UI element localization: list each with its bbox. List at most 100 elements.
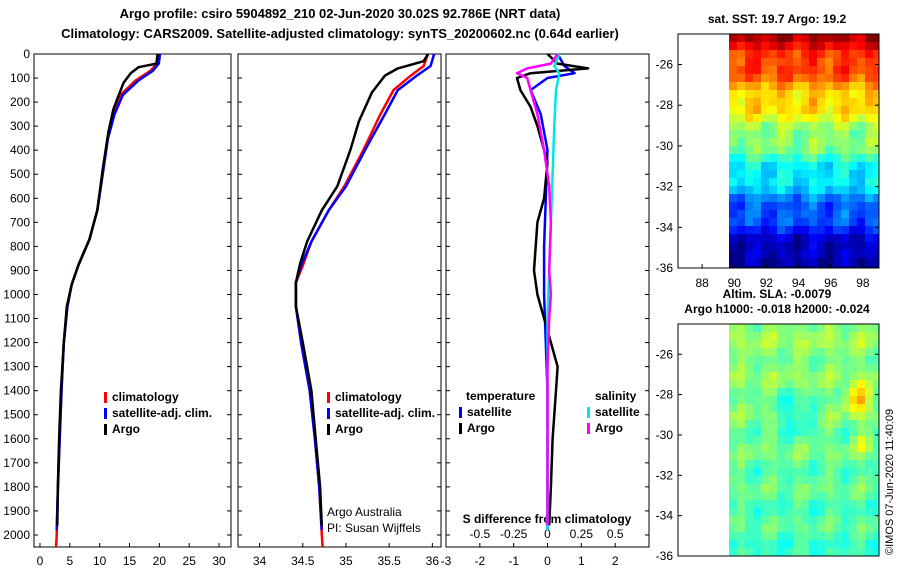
map-cell: [865, 162, 873, 170]
map-cell: [825, 162, 833, 170]
map-cell: [809, 420, 817, 428]
map-cell: [785, 404, 793, 412]
map-x-tick-label: 88: [695, 276, 709, 290]
map-cell: [801, 372, 809, 380]
map-cell: [801, 428, 809, 436]
map-cell: [857, 540, 865, 548]
map-cell: [849, 524, 857, 532]
map-cell: [729, 540, 737, 548]
map-cell: [769, 444, 777, 452]
legend-swatch: [587, 423, 590, 434]
map-cell: [825, 428, 833, 436]
map-cell: [745, 114, 753, 122]
map-cell: [825, 242, 833, 250]
map-cell: [857, 154, 865, 162]
map-cell: [761, 186, 769, 194]
map-cell: [865, 532, 873, 540]
map-cell: [825, 50, 833, 58]
map-cell: [817, 258, 825, 266]
map-cell: [833, 508, 841, 516]
map-cell: [857, 492, 865, 500]
map-cell: [769, 74, 777, 82]
map-cell: [769, 500, 777, 508]
map-cell: [729, 484, 737, 492]
map-cell: [769, 468, 777, 476]
map-cell: [817, 388, 825, 396]
map-cell: [785, 532, 793, 540]
map-cell: [769, 234, 777, 242]
map-cell: [753, 258, 761, 266]
map-cell: [769, 516, 777, 524]
map-cell: [753, 58, 761, 66]
map-cell: [825, 388, 833, 396]
map-cell: [761, 332, 769, 340]
map-cell: [761, 436, 769, 444]
map-cell: [777, 364, 785, 372]
map-cell: [753, 114, 761, 122]
map-cell: [849, 218, 857, 226]
map-cell: [833, 420, 841, 428]
map-cell: [777, 58, 785, 66]
map-cell: [817, 540, 825, 548]
map-cell: [793, 380, 801, 388]
map-cell: [825, 106, 833, 114]
map-cell: [753, 74, 761, 82]
map-cell: [849, 266, 857, 268]
map-cell: [817, 210, 825, 218]
map-cell: [729, 266, 737, 268]
map-cell: [745, 516, 753, 524]
map-cell: [817, 106, 825, 114]
map-cell: [737, 202, 745, 210]
map-cell: [825, 186, 833, 194]
map-cell: [777, 468, 785, 476]
map-cell: [769, 404, 777, 412]
map-cell: [769, 58, 777, 66]
map-cell: [801, 460, 809, 468]
map-cell: [817, 130, 825, 138]
map-cell: [737, 388, 745, 396]
map-cell: [769, 492, 777, 500]
map-cell: [761, 380, 769, 388]
map-cell: [841, 58, 849, 66]
map-cell: [849, 170, 857, 178]
map-cell: [761, 372, 769, 380]
map-cell: [785, 516, 793, 524]
map-cell: [857, 98, 865, 106]
map-cell: [793, 258, 801, 266]
map-cell: [745, 324, 753, 332]
salinity-tick-label: -0.5: [469, 527, 490, 541]
map-cell: [777, 66, 785, 74]
map-cell: [865, 420, 873, 428]
map-cell: [785, 234, 793, 242]
x-tick-label: 15: [123, 554, 137, 568]
map-cell: [777, 122, 785, 130]
map-cell: [857, 114, 865, 122]
map-y-tick-label: -28: [656, 98, 674, 112]
map-cell: [857, 348, 865, 356]
map-cell: [825, 154, 833, 162]
map-cell: [857, 130, 865, 138]
map-cell: [737, 340, 745, 348]
map-cell: [761, 404, 769, 412]
map-cell: [833, 532, 841, 540]
x-tick-label: 10: [93, 554, 107, 568]
map-cell: [833, 130, 841, 138]
map-cell: [857, 436, 865, 444]
map-cell: [793, 226, 801, 234]
map-cell: [849, 532, 857, 540]
map-cell: [857, 444, 865, 452]
x-tick-label: 30: [212, 554, 226, 568]
map-cell: [737, 428, 745, 436]
map-cell: [769, 524, 777, 532]
map-cell: [825, 130, 833, 138]
map-cell: [849, 404, 857, 412]
map-cell: [769, 218, 777, 226]
map-cell: [873, 130, 879, 138]
legend-label: Argo: [112, 422, 140, 436]
map-cell: [793, 82, 801, 90]
map-cell: [833, 364, 841, 372]
map-cell: [761, 508, 769, 516]
map-cell: [793, 34, 801, 42]
map-cell: [825, 540, 833, 548]
map-cell: [761, 452, 769, 460]
